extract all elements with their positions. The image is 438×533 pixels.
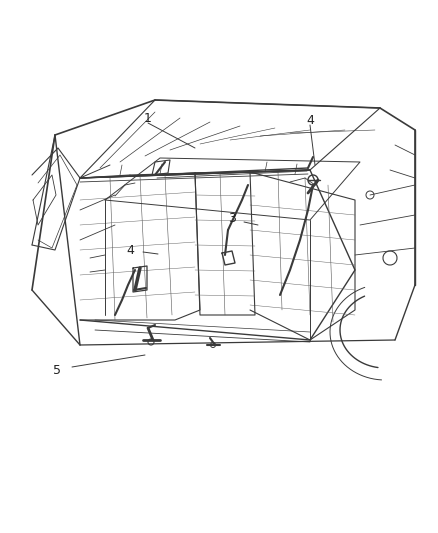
Text: 1: 1 (144, 111, 152, 125)
Text: 4: 4 (126, 244, 134, 256)
Text: 3: 3 (228, 212, 236, 224)
Text: 5: 5 (53, 364, 61, 376)
Text: 4: 4 (306, 114, 314, 126)
